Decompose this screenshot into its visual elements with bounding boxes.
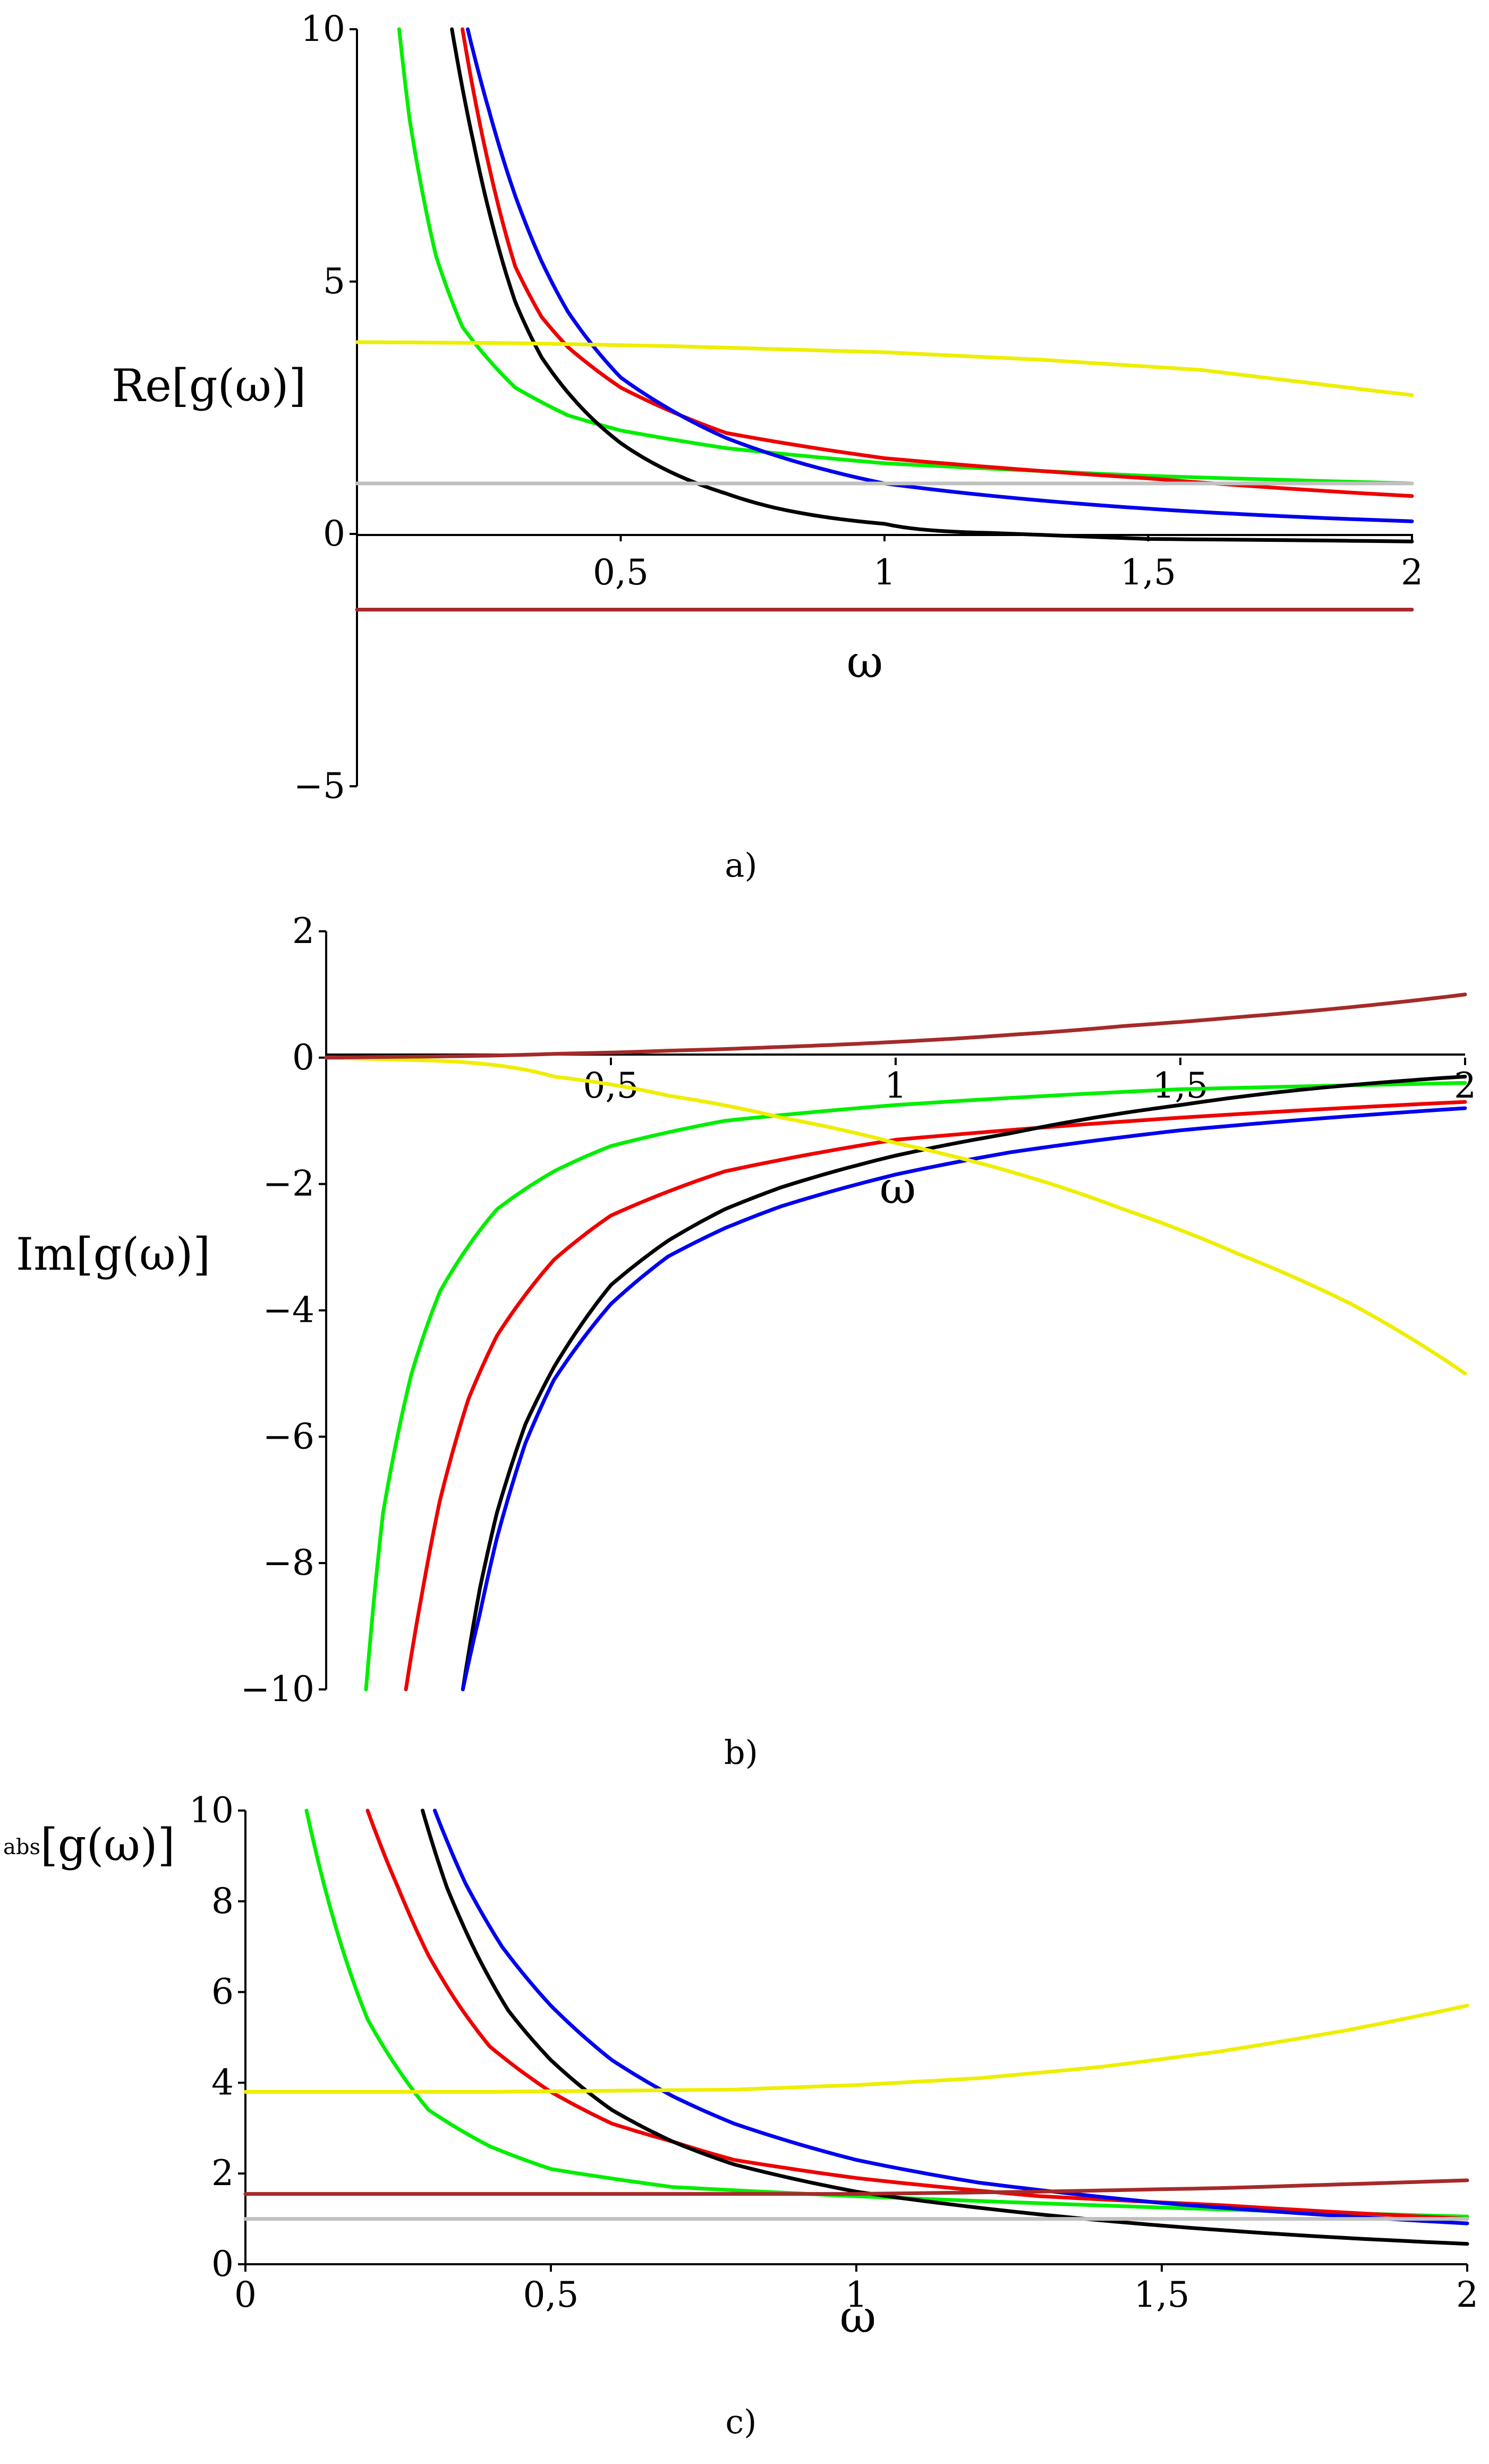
panel-b-series-line-1 [364, 1081, 1467, 1692]
panel-a-real-part-plot: 10 5 0 −5 0,5 1 1,5 2 Re[g(ω)] ω a) [112, 9, 1423, 885]
panel-c-y-tick-label: 0 [211, 2244, 234, 2284]
panel-a-series-line-1 [397, 27, 1414, 486]
panel-c-caption: c) [726, 2402, 757, 2441]
panel-a-x-tick-label: 1,5 [1120, 552, 1176, 593]
panel-c-x-tick-label: 0 [234, 2274, 257, 2315]
panel-b-y-tick-label: 0 [292, 1037, 314, 1078]
panel-a-series-line-4 [450, 27, 1414, 543]
panel-b-ticks: 20−2−4−6−8−100,5 1 1,5 2 [241, 911, 1476, 1710]
panel-b-series-line-2 [404, 1100, 1467, 1692]
panel-a-x-tick-label: 0,5 [593, 552, 649, 593]
panel-c-y-label-prefix: abs [3, 1835, 40, 1859]
panel-b-series-line-6 [324, 992, 1467, 1060]
panel-b-y-tick-label: −8 [263, 1542, 314, 1583]
panel-a-x-tick-label: 2 [1401, 552, 1423, 593]
panel-b-x-tick-label: 1 [884, 1065, 907, 1106]
panel-c-series [243, 1808, 1469, 2246]
panel-c-series-line-2 [365, 1808, 1469, 2221]
panel-a-y-tick-label: 0 [323, 513, 345, 554]
panel-b-series [324, 992, 1467, 1692]
panel-c-y-tick-label: 4 [211, 2062, 234, 2103]
panel-a-series-line-3 [466, 27, 1414, 523]
panel-a-series-line-5 [355, 340, 1414, 397]
panel-a-x-tick-label: 1 [873, 552, 896, 593]
panel-b-caption: b) [724, 1733, 758, 1772]
panel-b-y-tick-label: −2 [263, 1163, 314, 1204]
panel-b-y-tick-label: 2 [292, 911, 314, 951]
panel-b-y-tick-label: −10 [241, 1669, 314, 1710]
panel-a-y-tick-label: 10 [301, 9, 345, 49]
panel-c-y-axis-label: abs[g(ω)] [3, 1819, 175, 1871]
panel-c-ticks: 10 8 6 4 2 00 0,5 1 1,5 2 [189, 1790, 1478, 2315]
panel-c-series-line-5 [243, 2003, 1469, 2094]
panel-c-y-tick-label: 8 [211, 1881, 234, 1922]
panel-b-y-tick-label: −4 [263, 1290, 314, 1331]
panel-a-caption: a) [725, 846, 757, 885]
panel-b-x-tick-label: 1,5 [1153, 1065, 1209, 1106]
panel-c-x-tick-label: 2 [1456, 2274, 1478, 2315]
panel-b-series-line-5 [324, 1056, 1467, 1375]
panel-c-x-tick-label: 0,5 [523, 2274, 579, 2315]
panel-c-x-tick-label: 1 [845, 2274, 867, 2315]
panel-c-x-tick-label: 1,5 [1134, 2274, 1190, 2315]
panel-b-series-line-4 [461, 1106, 1467, 1692]
panel-b-x-tick-label: 2 [1454, 1065, 1476, 1106]
panel-b-y-axis-label: Im[g(ω)] [16, 1228, 210, 1280]
panel-a-ticks: 10 5 0 −5 0,5 1 1,5 2 [294, 9, 1423, 806]
panel-a-series [355, 27, 1414, 611]
panel-a-series-line-2 [461, 27, 1414, 498]
panel-c-y-tick-label: 10 [189, 1790, 234, 1831]
panel-c-series-line-3 [421, 1808, 1469, 2246]
panel-c-series-line-6 [243, 2178, 1469, 2196]
panel-a-x-axis-label: ω [847, 636, 883, 688]
panel-b-series-line-3 [461, 1075, 1467, 1692]
panel-a-y-axis-label: Re[g(ω)] [112, 360, 306, 412]
panel-b-y-tick-label: −6 [263, 1416, 314, 1457]
panel-c-series-line-1 [304, 1808, 1469, 2219]
panel-b-imaginary-part-plot: 20−2−4−6−8−100,5 1 1,5 2 Im[g(ω)] ω b) [16, 911, 1476, 1772]
panel-b-x-axis-label: ω [880, 1162, 916, 1214]
panel-c-y-label-main: [g(ω)] [40, 1819, 175, 1871]
panel-c-absolute-value-plot: 10 8 6 4 2 00 0,5 1 1,5 2 abs[g(ω)] ω c) [3, 1790, 1478, 2441]
panel-a-y-tick-label: 5 [323, 261, 345, 302]
panel-c-y-tick-label: 2 [211, 2153, 234, 2194]
panel-c-x-axis-label: ω [840, 2291, 877, 2343]
panel-a-y-tick-label: −5 [294, 766, 345, 806]
panel-c-series-line-4 [433, 1808, 1469, 2225]
panel-c-y-tick-label: 6 [211, 1972, 234, 2012]
